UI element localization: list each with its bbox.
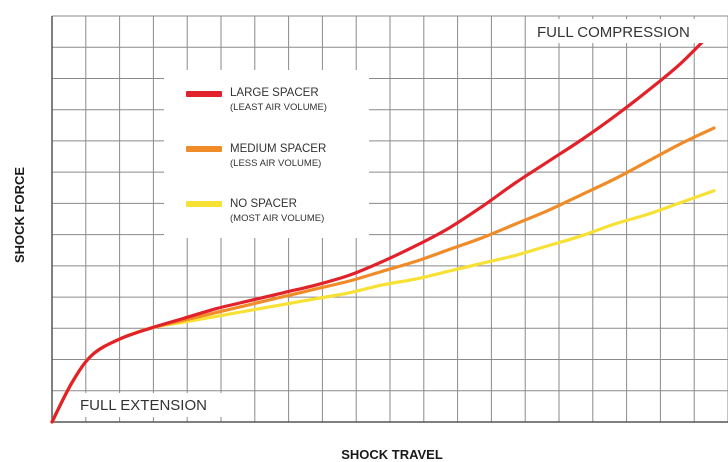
legend-sublabel-medium-spacer: (LESS AIR VOLUME) (230, 158, 321, 169)
series-line-large-spacer (50, 28, 716, 424)
full-extension-label: FULL EXTENSION (80, 397, 207, 414)
full-compression-label-bg (533, 19, 725, 43)
legend-label-large-spacer: LARGE SPACER (230, 87, 319, 99)
legend-swatch-large-spacer (186, 91, 222, 97)
legend-swatch-no-spacer (186, 201, 222, 207)
legend-sublabel-no-spacer: (MOST AIR VOLUME) (230, 213, 324, 224)
y-axis-title: SHOCK FORCE (12, 167, 27, 263)
legend-sublabel-large-spacer: (LEAST AIR VOLUME) (230, 102, 327, 113)
legend-label-medium-spacer: MEDIUM SPACER (230, 143, 326, 155)
full-extension-label-bg (76, 393, 242, 417)
legend-box (164, 70, 369, 238)
legend-swatch-medium-spacer (186, 146, 222, 152)
full-compression-label: FULL COMPRESSION (537, 24, 690, 41)
series-layer (50, 28, 716, 424)
series-line-no-spacer (50, 189, 716, 424)
legend-label-no-spacer: NO SPACER (230, 198, 297, 210)
x-axis-title: SHOCK TRAVEL (341, 447, 443, 462)
